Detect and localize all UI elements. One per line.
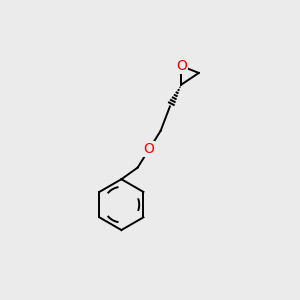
Text: O: O (144, 142, 154, 156)
Text: O: O (176, 59, 187, 73)
